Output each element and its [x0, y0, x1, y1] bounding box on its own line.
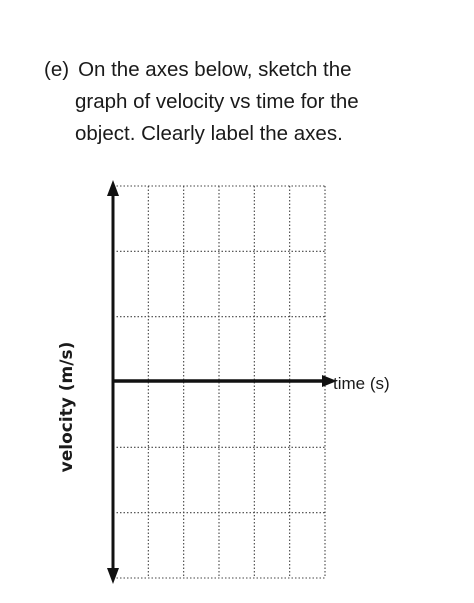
- question-part-label: (e): [44, 58, 70, 81]
- x-axis-label: time (s): [333, 374, 390, 393]
- question-text-1: On the axes below, sketch the: [78, 58, 352, 81]
- question-prompt: (e) On the axes below, sketch the graph o…: [0, 0, 474, 160]
- question-line-3: object. Clearly label the axes.: [75, 122, 343, 145]
- question-line-1: (e) On the axes below, sketch the: [44, 58, 352, 82]
- x-axis-arrow-right: [322, 375, 337, 387]
- graph-axes: [107, 180, 337, 584]
- velocity-time-graph[interactable]: velocity (m/s) time (s): [0, 160, 474, 603]
- question-line-2: graph of velocity vs time for the: [75, 90, 359, 113]
- y-axis-arrow-up: [107, 180, 119, 196]
- y-axis-label: velocity (m/s): [57, 342, 77, 473]
- y-axis-arrow-down: [107, 568, 119, 584]
